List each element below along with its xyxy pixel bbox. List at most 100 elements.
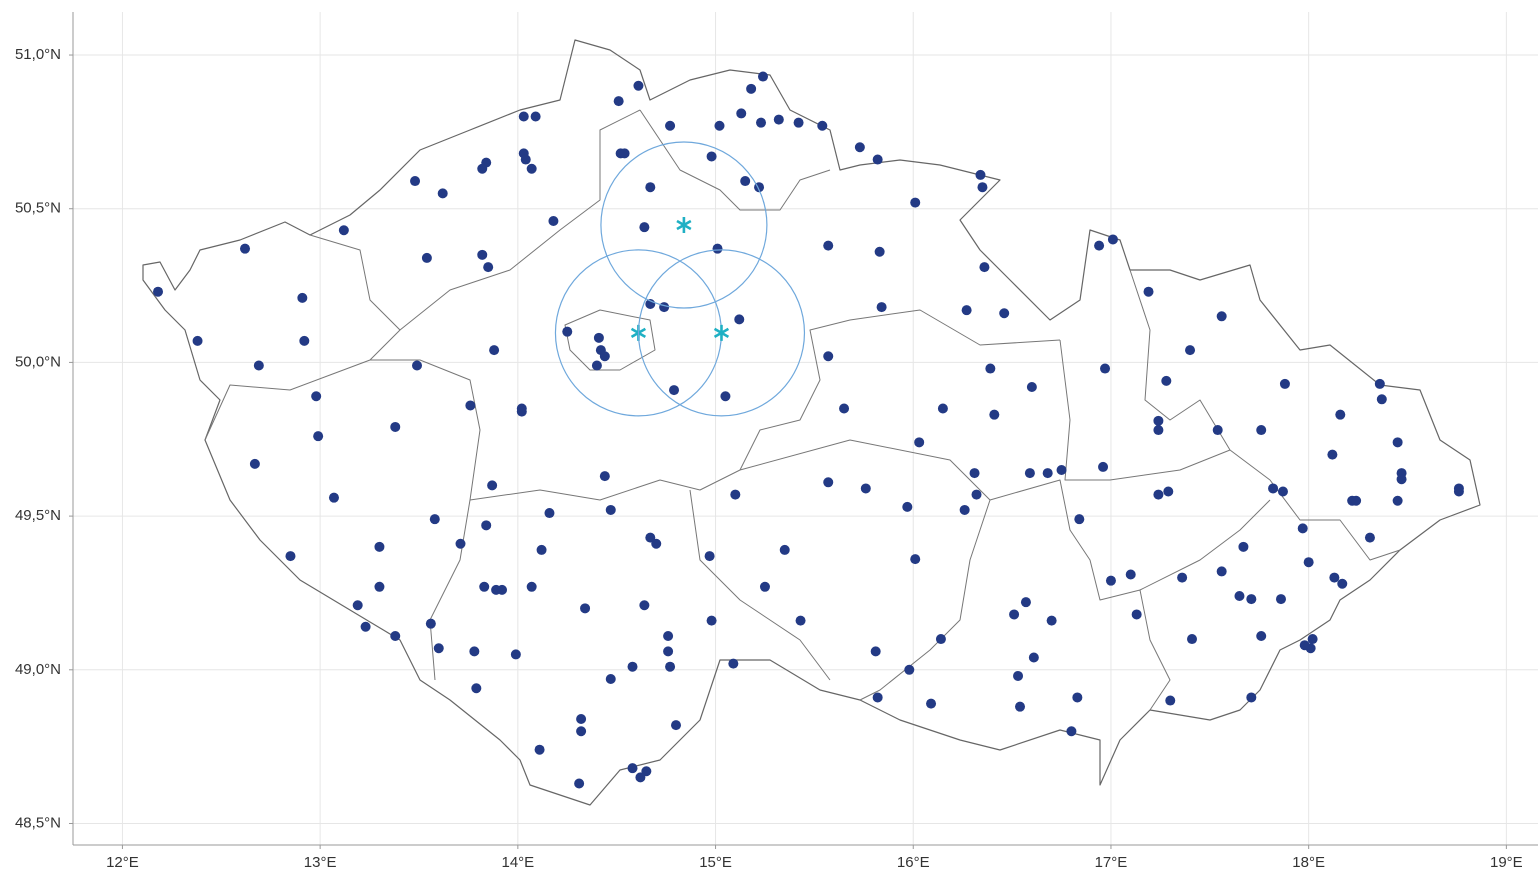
point <box>425 618 436 629</box>
point <box>240 243 251 254</box>
tick-labels: 12°E 13°E 14°E 15°E 16°E 17°E 18°E 19°E 48,5°N 49… <box>15 46 1523 871</box>
point <box>481 520 492 531</box>
region-border <box>1129 269 1231 451</box>
point <box>659 302 670 313</box>
region-border <box>469 309 1061 501</box>
point <box>153 286 164 297</box>
point <box>904 664 915 675</box>
point <box>839 403 850 414</box>
point <box>1056 464 1067 475</box>
x-tick-label: 14°E <box>501 854 534 871</box>
point <box>534 744 545 755</box>
point <box>1307 634 1318 645</box>
point <box>740 176 751 187</box>
point <box>757 71 768 82</box>
point <box>613 96 624 107</box>
star-point <box>676 217 692 234</box>
point <box>338 225 349 236</box>
point <box>477 163 488 174</box>
point <box>593 332 604 343</box>
region-border <box>564 309 656 371</box>
point <box>671 720 682 731</box>
point <box>1024 468 1035 479</box>
point <box>483 262 494 273</box>
point <box>299 335 310 346</box>
region-border <box>739 439 991 701</box>
point <box>639 222 650 233</box>
country-border <box>142 39 1481 806</box>
point <box>497 584 508 595</box>
point <box>390 421 401 432</box>
point <box>706 151 717 162</box>
point <box>1131 609 1142 620</box>
point <box>1216 311 1227 322</box>
point <box>645 182 656 193</box>
point <box>712 243 723 254</box>
point <box>633 80 644 91</box>
point <box>574 778 585 789</box>
point <box>605 674 616 685</box>
point <box>429 514 440 525</box>
point <box>651 538 662 549</box>
point <box>1268 483 1279 494</box>
star-point <box>713 324 730 341</box>
point <box>469 646 480 657</box>
region-borders <box>204 109 1401 711</box>
point <box>562 326 573 337</box>
point <box>961 305 972 316</box>
point <box>999 308 1010 319</box>
point <box>1277 486 1288 497</box>
point <box>1026 382 1037 393</box>
point <box>854 142 865 153</box>
point <box>360 621 371 632</box>
point <box>714 120 725 131</box>
point <box>1143 286 1154 297</box>
range-circle <box>637 249 806 417</box>
point <box>576 713 587 724</box>
point <box>1177 572 1188 583</box>
point <box>734 314 745 325</box>
point <box>1046 615 1057 626</box>
point <box>1246 594 1257 605</box>
point <box>910 197 921 208</box>
point <box>1364 532 1375 543</box>
point <box>641 766 652 777</box>
point <box>1165 695 1176 706</box>
point <box>1042 468 1053 479</box>
x-tick-label: 15°E <box>699 854 732 871</box>
point <box>1107 234 1118 245</box>
point <box>706 615 717 626</box>
point <box>937 403 948 414</box>
point <box>1238 541 1249 552</box>
point <box>773 114 784 125</box>
point <box>526 581 537 592</box>
point <box>736 108 747 119</box>
point <box>253 360 264 371</box>
point <box>1100 363 1111 374</box>
point <box>872 692 883 703</box>
point <box>479 581 490 592</box>
point <box>536 544 547 555</box>
point <box>455 538 466 549</box>
point <box>1212 425 1223 436</box>
point <box>1396 474 1407 485</box>
point <box>817 120 828 131</box>
point <box>1098 461 1109 472</box>
point <box>823 351 834 362</box>
point <box>410 176 421 187</box>
point <box>1105 575 1116 586</box>
point <box>313 431 324 442</box>
region-border <box>370 359 481 681</box>
point <box>465 400 476 411</box>
point <box>433 643 444 654</box>
point <box>510 649 521 660</box>
point <box>985 363 996 374</box>
point <box>876 302 887 313</box>
point <box>1256 630 1267 641</box>
point <box>1392 437 1403 448</box>
point <box>591 360 602 371</box>
point <box>663 646 674 657</box>
point <box>1066 726 1077 737</box>
point <box>487 480 498 491</box>
point <box>977 182 988 193</box>
